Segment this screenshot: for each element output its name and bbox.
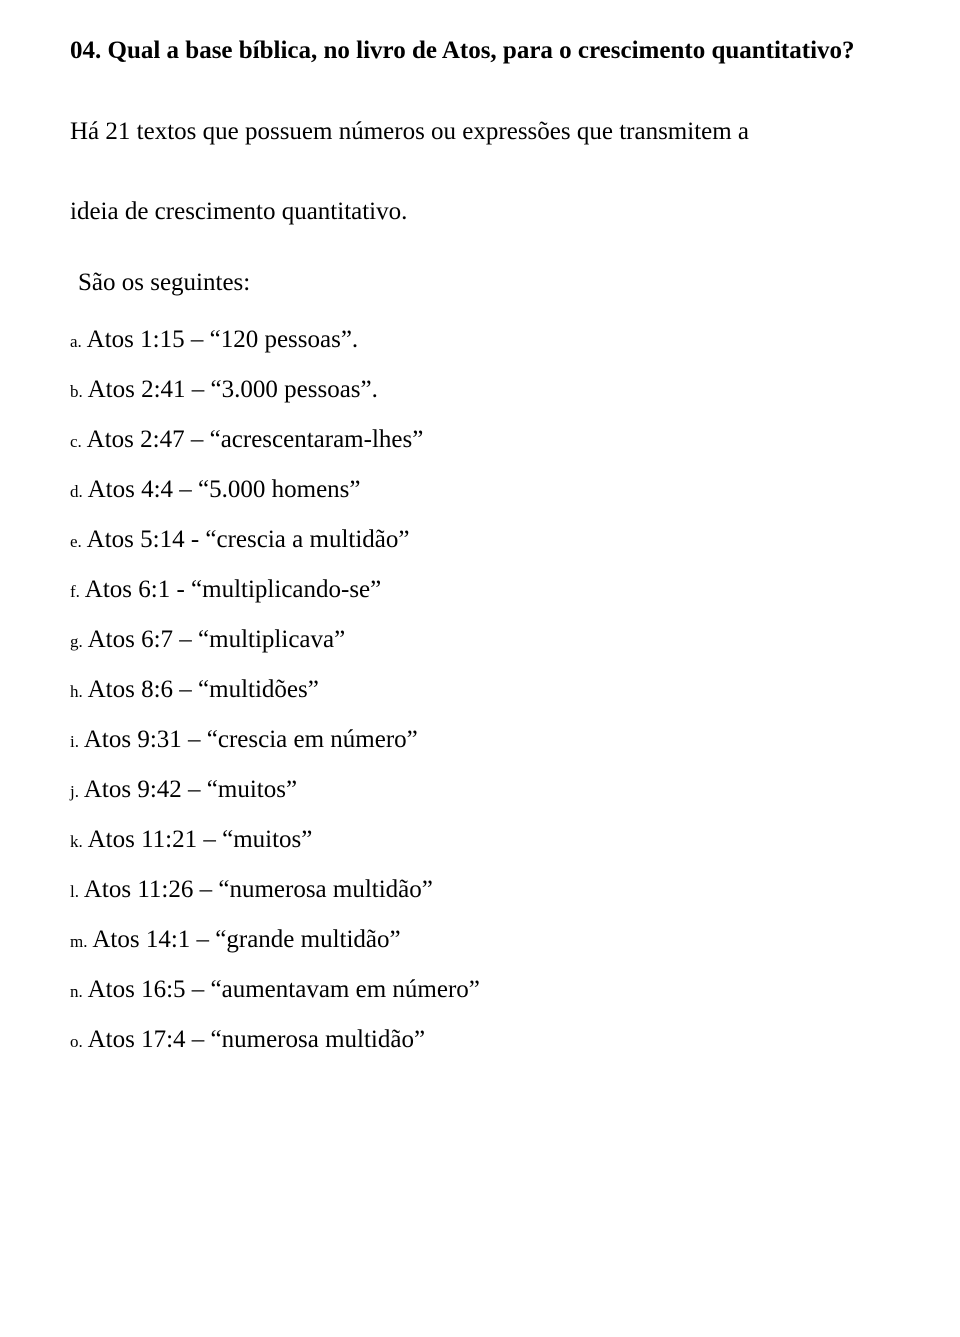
list-text: Atos 8:6 – “multidões” (83, 676, 319, 703)
list-marker: d. (70, 482, 83, 501)
list-marker: n. (70, 982, 83, 1001)
list-text: Atos 16:5 – “aumentavam em número” (83, 976, 480, 1003)
list-item: m. Atos 14:1 – “grande multidão” (70, 926, 890, 954)
list-text: Atos 9:42 – “muitos” (79, 776, 297, 803)
list-text: Atos 6:7 – “multiplicava” (83, 626, 345, 653)
list-marker: i. (70, 732, 79, 751)
list-item: b. Atos 2:41 – “3.000 pessoas”. (70, 376, 890, 404)
list-item: k. Atos 11:21 – “muitos” (70, 826, 890, 854)
list-marker: m. (70, 932, 87, 951)
list-marker: g. (70, 632, 83, 651)
list-marker: b. (70, 382, 83, 401)
list-item: a. Atos 1:15 – “120 pessoas”. (70, 326, 890, 354)
list-text: Atos 14:1 – “grande multidão” (87, 926, 400, 953)
list-marker: j. (70, 782, 79, 801)
list-text: Atos 17:4 – “numerosa multidão” (83, 1026, 425, 1053)
intro-line-2: ideia de crescimento quantitativo. (70, 191, 890, 234)
list-marker: a. (70, 332, 82, 351)
intro-line-1: Há 21 textos que possuem números ou expr… (70, 111, 890, 154)
list-item: n. Atos 16:5 – “aumentavam em número” (70, 976, 890, 1004)
list-marker: l. (70, 882, 79, 901)
list-item: f. Atos 6:1 - “multiplicando-se” (70, 576, 890, 604)
list-marker: c. (70, 432, 82, 451)
list-item: c. Atos 2:47 – “acrescentaram-lhes” (70, 426, 890, 454)
list-item: h. Atos 8:6 – “multidões” (70, 676, 890, 704)
list-text: Atos 9:31 – “crescia em número” (79, 726, 418, 753)
list-marker: h. (70, 682, 83, 701)
list-text: Atos 1:15 – “120 pessoas”. (82, 326, 358, 353)
list-item: l. Atos 11:26 – “numerosa multidão” (70, 876, 890, 904)
list-text: Atos 2:41 – “3.000 pessoas”. (83, 376, 378, 403)
list-item: j. Atos 9:42 – “muitos” (70, 776, 890, 804)
subheading: São os seguintes: (78, 262, 890, 305)
list-item: o. Atos 17:4 – “numerosa multidão” (70, 1026, 890, 1054)
list-marker: k. (70, 832, 83, 851)
list-text: Atos 11:26 – “numerosa multidão” (79, 876, 433, 903)
list-item: e. Atos 5:14 - “crescia a multidão” (70, 526, 890, 554)
list-item: g. Atos 6:7 – “multiplicava” (70, 626, 890, 654)
list-marker: e. (70, 532, 82, 551)
list-item: d. Atos 4:4 – “5.000 homens” (70, 476, 890, 504)
list-text: Atos 4:4 – “5.000 homens” (83, 476, 361, 503)
list-item: i. Atos 9:31 – “crescia em número” (70, 726, 890, 754)
list-text: Atos 11:21 – “muitos” (83, 826, 313, 853)
question-heading: 04. Qual a base bíblica, no livro de Ato… (70, 30, 890, 73)
list-marker: f. (70, 582, 80, 601)
list-text: Atos 2:47 – “acrescentaram-lhes” (82, 426, 424, 453)
list-marker: o. (70, 1032, 83, 1051)
list-text: Atos 5:14 - “crescia a multidão” (82, 526, 410, 553)
list-text: Atos 6:1 - “multiplicando-se” (80, 576, 381, 603)
